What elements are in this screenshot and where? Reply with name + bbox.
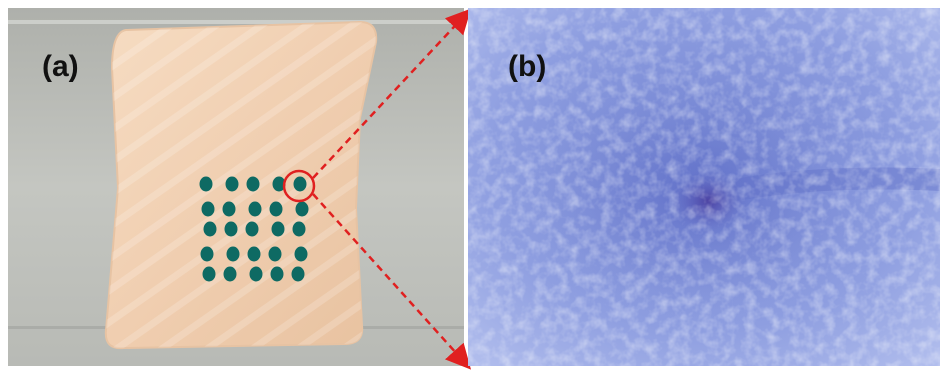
dye-dot [223,266,237,282]
dye-dot [272,176,286,192]
microscope-panel-b [468,8,940,366]
dye-dot [249,266,263,282]
dye-dot [203,221,217,237]
dye-dot [199,176,213,192]
dye-dot [245,221,259,237]
dye-dot [225,176,239,192]
skin-sample-photo [8,8,464,366]
dye-dot [295,201,309,217]
dye-dot [224,221,238,237]
dye-dot [270,266,284,282]
dye-dot [271,221,285,237]
dye-dot [268,246,282,262]
zoom-arrow-bottom [312,193,472,370]
dye-dot [291,266,305,282]
dye-dot [226,246,240,262]
dye-dot [222,201,236,217]
dye-dot [200,246,214,262]
dye-dot [248,201,262,217]
dye-dot [247,246,261,262]
dye-dot [201,201,215,217]
dye-dot [292,221,306,237]
panel-label-b: (b) [508,50,547,83]
dye-dot [202,266,216,282]
photo-panel-a [8,8,464,366]
dye-dot [246,176,260,192]
dye-dot [293,176,307,192]
dye-dot-grid [199,176,309,282]
dye-dot [294,246,308,262]
zoom-arrow-top [312,8,472,179]
highlight-circle [282,169,316,203]
dye-dot [269,201,283,217]
panel-label-a: (a) [42,50,79,83]
microscope-image [468,8,940,366]
